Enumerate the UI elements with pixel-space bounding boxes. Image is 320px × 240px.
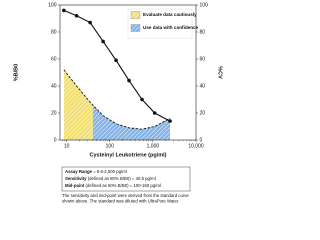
note-line: shown above. The standard was diluted wi… bbox=[62, 199, 179, 204]
chart: Assay Range = 8.6-2,500 pg/ml Sensitivit… bbox=[13, 2, 223, 204]
data-point bbox=[140, 97, 144, 102]
y-axis-title: %B/B0 bbox=[13, 64, 19, 81]
y2-axis-title: %CV bbox=[217, 66, 223, 79]
y2-tick-label: 20 bbox=[200, 110, 206, 116]
y2-tick-label: 40 bbox=[200, 83, 206, 89]
y-tick-label: 20 bbox=[51, 110, 57, 116]
y-tick-label: 40 bbox=[51, 83, 57, 89]
y2-tick-label: 100 bbox=[200, 2, 209, 8]
x-tick-label: 10 bbox=[64, 143, 70, 149]
x-tick-label: 100 bbox=[106, 143, 115, 149]
data-point bbox=[62, 8, 66, 13]
y-tick-label: 60 bbox=[51, 56, 57, 62]
page: Assay Range = 8.6-2,500 pg/ml Sensitivit… bbox=[13, 2, 223, 204]
x-tick-label: 10,000 bbox=[188, 143, 204, 149]
info-text: = 8.6-2,500 pg/ml bbox=[93, 169, 127, 174]
legend-swatch bbox=[130, 24, 141, 32]
legend-swatch bbox=[130, 11, 141, 19]
data-point bbox=[88, 20, 92, 25]
info-box bbox=[61, 166, 191, 192]
y2-tick-label: 0 bbox=[200, 137, 203, 143]
y-tick-label: 100 bbox=[48, 2, 57, 8]
data-point bbox=[168, 119, 172, 123]
info-line: Assay Range = 8.6-2,500 pg/ml bbox=[65, 169, 127, 174]
info-line: Mid-point (defined as 50% B/B0) = 100-15… bbox=[65, 183, 161, 188]
y-tick-label: 0 bbox=[54, 137, 57, 143]
region bbox=[63, 69, 93, 140]
y2-tick-label: 80 bbox=[200, 29, 206, 35]
info-text: (defined as 80% B/B0) = 40.5 pg/ml bbox=[88, 176, 156, 181]
info-term: Assay Range bbox=[65, 169, 93, 174]
info-line: Sensitivity (defined as 80% B/B0) = 40.5… bbox=[65, 176, 156, 181]
plot-frame bbox=[59, 4, 197, 141]
data-point bbox=[152, 111, 157, 115]
legend-label: Use data with confidence bbox=[143, 25, 199, 30]
info-term: Mid-point bbox=[65, 183, 85, 188]
info-text: (defined as 50% B/B0) = 100-150 pg/ml bbox=[86, 183, 161, 188]
data-point bbox=[101, 39, 105, 44]
legend-label: Evaluate data cautiously bbox=[143, 12, 197, 17]
x-tick-label: 1,000 bbox=[147, 143, 160, 149]
data-point bbox=[74, 14, 79, 18]
x-axis-title: Cysteinyl Leukotriene (pg/ml) bbox=[89, 152, 166, 158]
y-tick-label: 80 bbox=[51, 29, 57, 35]
data-point bbox=[114, 58, 118, 63]
y2-tick-label: 60 bbox=[200, 56, 206, 62]
note-line: The sensitivity and mid-point were deriv… bbox=[62, 193, 189, 198]
info-term: Sensitivity bbox=[65, 176, 87, 181]
data-point bbox=[127, 78, 131, 83]
